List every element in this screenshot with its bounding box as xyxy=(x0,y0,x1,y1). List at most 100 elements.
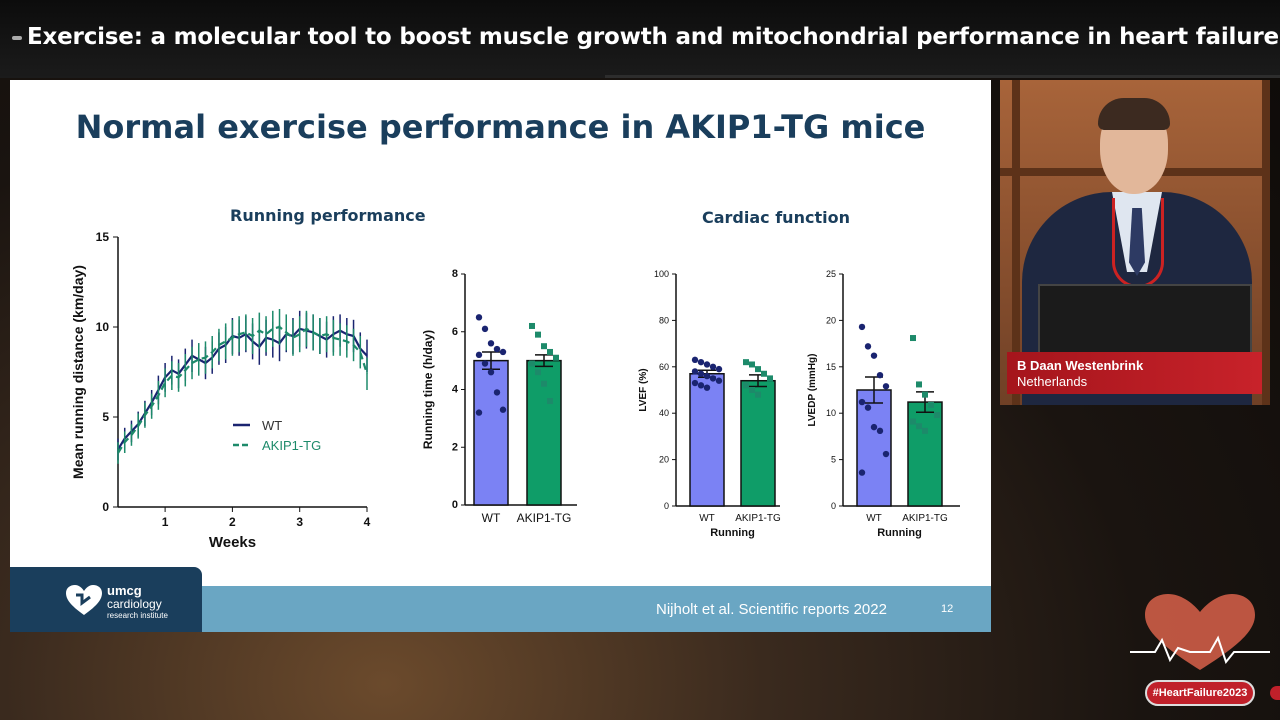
wt-bar xyxy=(473,359,509,506)
charts-canvas: 0 5 10 15 1 2 3 4 Weeks Mean running distance (km… xyxy=(70,230,960,551)
tg-data-point xyxy=(529,360,535,367)
logo-institute-text: research institute xyxy=(107,611,168,620)
wt-data-point xyxy=(858,323,866,331)
conference-heart-icon xyxy=(1130,594,1270,670)
wt-data-point xyxy=(493,345,501,353)
tg-data-point xyxy=(910,335,916,342)
wt-data-point xyxy=(697,358,705,366)
tg-data-point xyxy=(916,423,922,430)
logo-cardiology-text: cardiology xyxy=(107,597,162,611)
bar-chart-y-label: LVEDP (mmHg) xyxy=(807,354,818,427)
wt-data-point xyxy=(691,368,699,375)
line-chart-x-tick-label: 1 xyxy=(162,515,169,529)
presentation-slide: Normal exercise performance in AKIP1-TG … xyxy=(10,80,991,632)
wt-data-point xyxy=(715,365,723,373)
running-section-title: Running performance xyxy=(230,206,426,225)
bar-chart-y-tick-label: 10 xyxy=(826,408,836,418)
line-chart-x-tick-label: 2 xyxy=(229,515,236,529)
citation: Nijholt et al. Scientific reports 2022 xyxy=(656,601,887,618)
heart-logo-icon xyxy=(66,585,102,615)
bar-chart-y-tick-label: 5 xyxy=(831,455,836,465)
bar-category-label: WT xyxy=(699,513,715,524)
podium-monitor xyxy=(1038,284,1252,354)
tg-data-point xyxy=(755,366,761,373)
tg-data-point xyxy=(541,343,547,350)
wt-data-point xyxy=(870,352,878,359)
line-chart-x-label: Weeks xyxy=(209,534,256,551)
wt-data-point xyxy=(499,406,507,413)
umcg-logo: umcg cardiology research institute xyxy=(10,567,202,632)
wt-data-point xyxy=(876,427,884,435)
wt-data-point xyxy=(870,423,878,431)
wt-data-point xyxy=(709,363,717,370)
tg-data-point xyxy=(535,331,541,338)
bar-category-label: AKIP1-TG xyxy=(735,513,781,524)
wt-bar xyxy=(689,373,725,507)
top-banner: Exercise: a molecular tool to boost musc… xyxy=(0,0,1280,78)
wt-data-point xyxy=(864,404,872,411)
wt-data-point xyxy=(487,340,495,347)
wt-data-point xyxy=(481,360,489,367)
wt-data-point xyxy=(876,371,884,379)
line-chart-y-tick-label: 0 xyxy=(102,500,109,514)
bar-chart-y-tick-label: 4 xyxy=(452,384,459,396)
bar-chart-y-tick-label: 6 xyxy=(452,326,458,338)
tg-data-point xyxy=(749,361,755,368)
wt-data-point xyxy=(481,325,489,333)
bar-chart-y-tick-label: 2 xyxy=(452,441,458,453)
bar-chart-y-label: Running time (h/day) xyxy=(421,330,435,449)
banner-title: Exercise: a molecular tool to boost musc… xyxy=(27,24,1279,50)
wt-data-point xyxy=(715,377,723,384)
bar-chart-y-tick-label: 25 xyxy=(826,269,836,279)
hashtag-badge: #HeartFailure2023 xyxy=(1145,680,1255,706)
tg-data-point xyxy=(547,348,553,355)
wt-data-point xyxy=(487,368,495,376)
wt-data-point xyxy=(882,383,890,390)
tg-data-point xyxy=(755,391,761,398)
line-chart-y-tick-label: 10 xyxy=(96,320,110,334)
wt-data-point xyxy=(703,372,711,380)
tg-data-point xyxy=(922,391,928,398)
bar-chart-y-tick-label: 0 xyxy=(452,499,458,511)
hashtag-text: #HeartFailure2023 xyxy=(1152,687,1248,699)
wt-data-point xyxy=(691,356,699,364)
bar-chart-y-tick-label: 20 xyxy=(659,455,669,465)
banner-divider xyxy=(605,75,1280,78)
bar-chart-y-tick-label: 20 xyxy=(826,315,836,325)
tg-data-point xyxy=(535,369,541,376)
tg-data-point xyxy=(553,354,559,361)
tg-data-point xyxy=(922,427,928,434)
bar-category-label: WT xyxy=(866,513,882,524)
logo-umcg-text: umcg xyxy=(107,583,142,598)
tg-data-point xyxy=(743,359,749,366)
line-chart-x-tick-label: 4 xyxy=(364,515,371,529)
tg-data-point xyxy=(761,370,767,377)
tg-series-line xyxy=(117,325,369,454)
bar-chart-y-tick-label: 100 xyxy=(654,269,669,279)
bar-category-label: WT xyxy=(482,511,501,525)
wt-data-point xyxy=(709,375,717,382)
slide-title: Normal exercise performance in AKIP1-TG … xyxy=(75,108,926,146)
badge-accent xyxy=(1270,686,1280,700)
line-chart-y-tick-label: 15 xyxy=(96,230,110,244)
bar-chart-y-label: LVEF (%) xyxy=(638,368,649,411)
wt-data-point xyxy=(697,382,705,389)
tg-data-point xyxy=(767,375,773,382)
tg-data-point xyxy=(910,418,916,425)
tg-data-point xyxy=(529,322,535,329)
wt-data-point xyxy=(703,361,711,368)
bullet-dot xyxy=(12,36,22,40)
wt-data-point xyxy=(858,398,866,406)
tg-data-point xyxy=(928,401,934,408)
bar-chart-x-label: Running xyxy=(877,527,922,539)
speaker-name: B Daan Westenbrink xyxy=(1017,358,1144,373)
bar-category-label: AKIP1-TG xyxy=(902,513,948,524)
tg-data-point xyxy=(749,387,755,393)
bar-chart-y-tick-label: 0 xyxy=(831,501,836,511)
tg-data-point xyxy=(934,412,940,419)
wt-data-point xyxy=(493,389,501,396)
bar-chart-x-label: Running xyxy=(710,527,755,539)
wt-data-point xyxy=(475,409,483,416)
speaker-hair xyxy=(1098,98,1170,130)
speaker-lanyard xyxy=(1112,198,1164,288)
